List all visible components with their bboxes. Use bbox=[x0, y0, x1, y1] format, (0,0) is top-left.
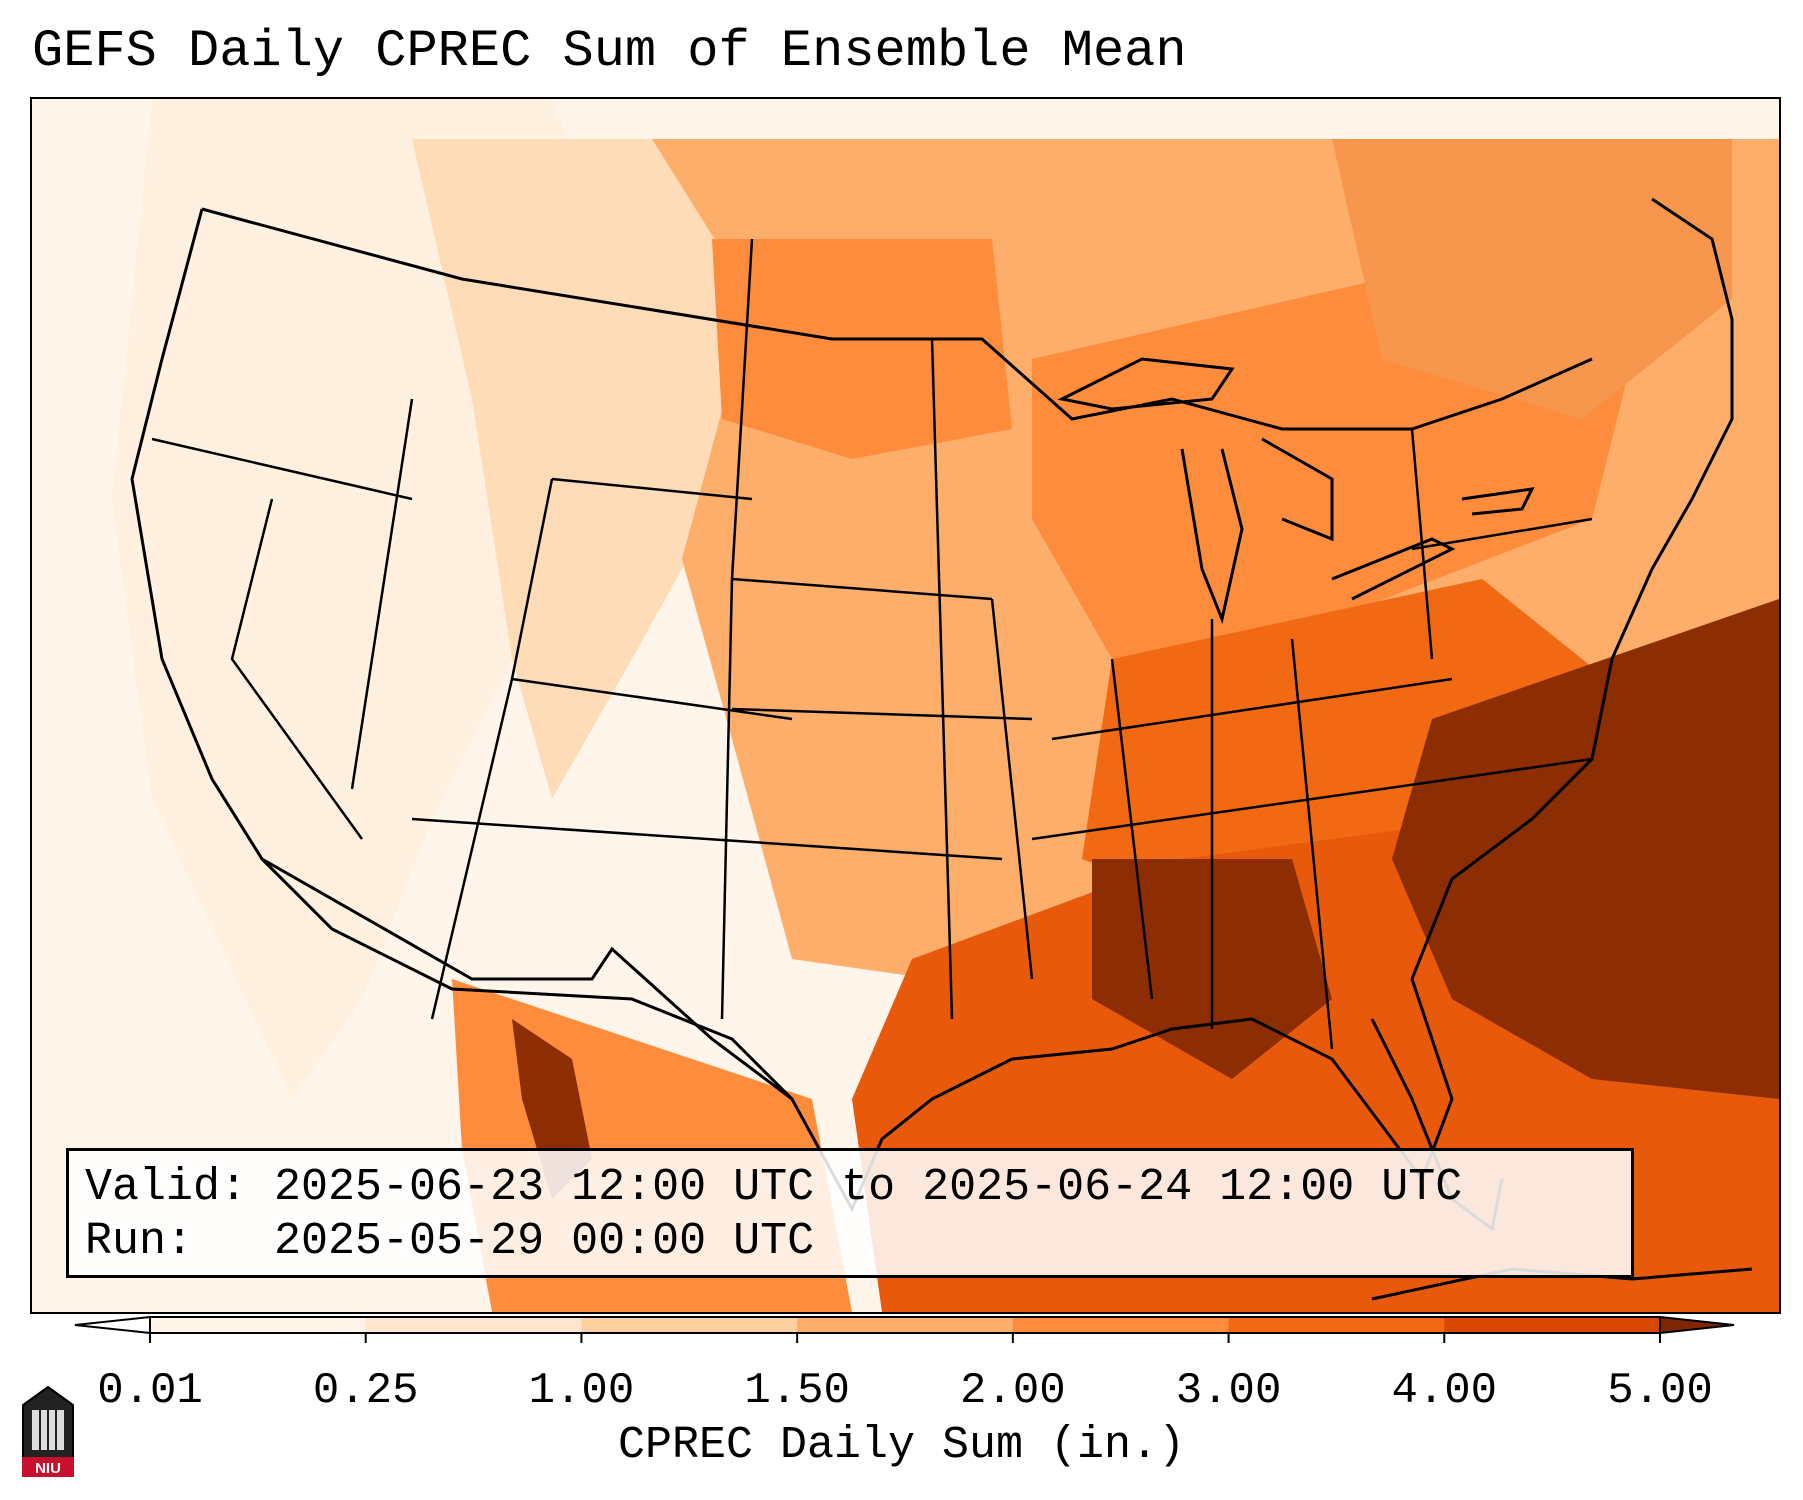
us-mexico-border bbox=[261, 857, 793, 1101]
niu-logo: NIU bbox=[22, 1385, 74, 1477]
state-lines bbox=[151, 238, 1593, 1050]
colorbar-extend-max bbox=[1659, 1315, 1735, 1335]
colorbar-tick-label: 2.00 bbox=[960, 1366, 1066, 1416]
valid-line: Valid: 2025-06-23 12:00 UTC to 2025-06-2… bbox=[85, 1162, 1463, 1213]
map-panel bbox=[30, 97, 1781, 1314]
valid-time-box: Valid: 2025-06-23 12:00 UTC to 2025-06-2… bbox=[66, 1148, 1634, 1278]
us-outline bbox=[130, 197, 1734, 1213]
colorbar-tick-label: 3.00 bbox=[1176, 1366, 1282, 1416]
colorbar-segment bbox=[1012, 1317, 1230, 1333]
run-line: Run: 2025-05-29 00:00 UTC bbox=[85, 1216, 815, 1267]
lake-erie bbox=[1331, 537, 1456, 601]
colorbar-tick-label: 0.25 bbox=[313, 1366, 419, 1416]
colorbar-tick-label: 0.01 bbox=[97, 1366, 203, 1416]
colorbar-segment bbox=[1228, 1317, 1445, 1333]
lake-huron bbox=[1261, 437, 1334, 542]
precip-area-northern-plains bbox=[712, 239, 1012, 459]
colorbar-segments bbox=[150, 1317, 1661, 1333]
colorbar-tick-label: 4.00 bbox=[1391, 1366, 1497, 1416]
precip-map bbox=[32, 99, 1779, 1312]
colorbar-extend-min bbox=[74, 1315, 151, 1335]
colorbar-tick-label: 1.50 bbox=[744, 1366, 850, 1416]
svg-text:NIU: NIU bbox=[35, 1460, 61, 1477]
colorbar: 0.01 0.25 1.00 1.50 2.00 3.00 4.00 5.00 bbox=[74, 1315, 1735, 1416]
map-title: GEFS Daily CPREC Sum of Ensemble Mean bbox=[32, 22, 1187, 81]
lake-michigan bbox=[1180, 448, 1244, 625]
colorbar-segment bbox=[1444, 1317, 1661, 1333]
colorbar-segment bbox=[581, 1317, 798, 1333]
colorbar-ticks: 0.01 0.25 1.00 1.50 2.00 3.00 4.00 5.00 bbox=[97, 1333, 1713, 1416]
colorbar-segment bbox=[797, 1317, 1014, 1333]
precip-area-northeast bbox=[1332, 139, 1732, 419]
colorbar-tick-label: 1.00 bbox=[529, 1366, 635, 1416]
lake-ontario bbox=[1461, 487, 1535, 516]
lake-superior bbox=[1057, 357, 1235, 411]
colorbar-label: CPREC Daily Sum (in.) bbox=[617, 1420, 1186, 1471]
colorbar-frame bbox=[149, 1316, 1661, 1334]
colorbar-tick-label: 5.00 bbox=[1607, 1366, 1713, 1416]
colorbar-segment bbox=[365, 1317, 582, 1333]
precip-area-southeast-max bbox=[1392, 599, 1779, 1099]
great-lakes bbox=[1057, 357, 1535, 625]
colorbar-segment bbox=[150, 1317, 367, 1333]
